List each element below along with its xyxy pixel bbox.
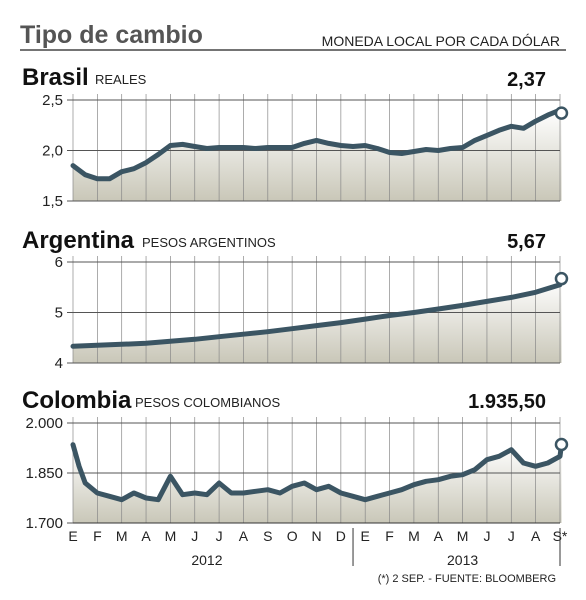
- colombia-ytick-label: 1.700: [25, 515, 63, 532]
- brasil-area: [73, 110, 562, 201]
- colombia-panel: 2.000 1.850 1.700: [25, 415, 569, 532]
- colombia-ytick-label: 1.850: [25, 465, 63, 482]
- colombia-subtitle: PESOS COLOMBIANOS: [135, 395, 281, 410]
- argentina-ytick-label: 6: [55, 254, 63, 271]
- brasil-ytick-label: 2,0: [42, 143, 63, 160]
- month-label: A: [239, 528, 249, 544]
- argentina-panel: 6 5 4: [55, 254, 569, 372]
- month-label: F: [385, 528, 394, 544]
- month-label: M: [165, 528, 177, 544]
- brasil-panel: 2,5 2,0 1,5: [42, 92, 569, 210]
- month-label: M: [457, 528, 469, 544]
- argentina-series-line: [70, 276, 564, 349]
- brasil-subtitle: REALES: [95, 72, 147, 87]
- brasil-ytick-label: 1,5: [42, 193, 63, 210]
- month-label: J: [191, 528, 198, 544]
- month-label: J: [508, 528, 515, 544]
- year-label-2013: 2013: [447, 552, 478, 568]
- brasil-series-line: [70, 107, 564, 182]
- brasil-last-point: [554, 106, 569, 120]
- argentina-title: Argentina: [22, 227, 135, 254]
- brasil-last-value: 2,37: [507, 69, 546, 91]
- month-label: E: [361, 528, 370, 544]
- colombia-area: [73, 444, 562, 523]
- brasil-title: Brasil: [22, 64, 89, 91]
- month-label: A: [141, 528, 151, 544]
- argentina-subtitle: PESOS ARGENTINOS: [142, 235, 276, 250]
- brasil-ytick-label: 2,5: [42, 92, 63, 109]
- page-subtitle: MONEDA LOCAL POR CADA DÓLAR: [322, 33, 560, 49]
- month-label: E: [68, 528, 77, 544]
- colombia-last-value: 1.935,50: [468, 391, 546, 413]
- month-label: N: [311, 528, 321, 544]
- month-label: D: [336, 528, 346, 544]
- source-note: (*) 2 SEP. - FUENTE: BLOOMBERG: [378, 573, 556, 585]
- x-axis: E F M A M J J A S O N D E F M A M J J A S*2012 2013: [68, 522, 568, 568]
- argentina-ytick-label: 4: [55, 355, 63, 372]
- colombia-title: Colombia: [22, 387, 132, 414]
- month-label: F: [93, 528, 102, 544]
- month-label: M: [408, 528, 420, 544]
- argentina-last-point: [554, 271, 569, 286]
- colombia-ytick-label: 2.000: [25, 415, 63, 432]
- colombia-last-point: [554, 437, 569, 452]
- month-label: A: [434, 528, 444, 544]
- month-label: O: [287, 528, 298, 544]
- month-label: S: [263, 528, 272, 544]
- month-label: J: [483, 528, 490, 544]
- colombia-series-line: [70, 442, 564, 503]
- page-title: Tipo de cambio: [20, 21, 203, 49]
- month-label: M: [116, 528, 128, 544]
- month-label: A: [531, 528, 541, 544]
- argentina-ytick-label: 5: [55, 305, 63, 322]
- year-label-2012: 2012: [191, 552, 222, 568]
- argentina-last-value: 5,67: [507, 231, 546, 253]
- argentina-area: [73, 278, 562, 363]
- month-label: J: [216, 528, 223, 544]
